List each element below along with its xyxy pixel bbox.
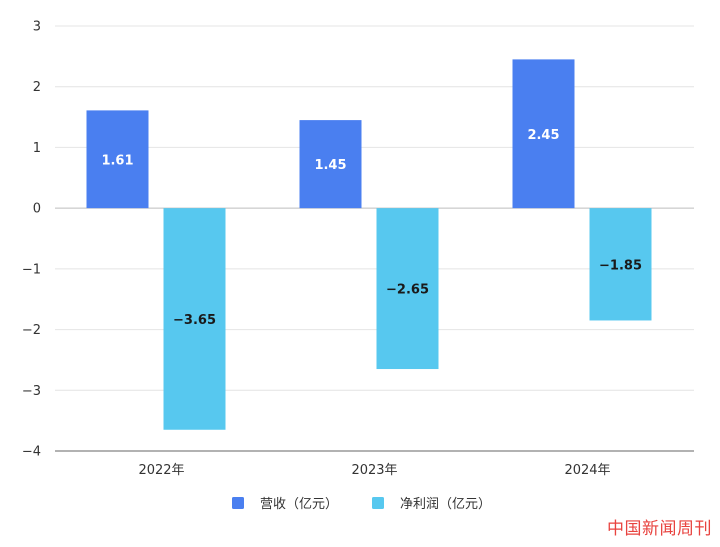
y-tick-label: −1: [22, 262, 41, 277]
x-tick-label: 2023年: [351, 463, 397, 478]
bar-revenue: [512, 59, 575, 209]
legend-swatch: [372, 497, 384, 509]
y-tick-label: 1: [33, 141, 41, 156]
legend-swatch: [232, 497, 244, 509]
x-tick-label: 2022年: [138, 463, 184, 478]
y-tick-label: 2: [33, 80, 41, 95]
x-tick-label: 2024年: [564, 463, 610, 478]
data-label: −1.85: [599, 258, 642, 273]
watermark-text: 中国新闻周刊: [607, 519, 712, 539]
data-label: 1.61: [101, 153, 133, 168]
data-label: 2.45: [527, 128, 559, 143]
bar-net-profit: [163, 208, 226, 430]
y-tick-label: 3: [33, 20, 41, 35]
legend-label: 营收（亿元）: [260, 497, 338, 512]
legend-label: 净利润（亿元）: [400, 497, 491, 512]
y-tick-label: −2: [22, 323, 41, 338]
y-tick-label: −4: [22, 445, 41, 460]
bar-revenue: [86, 110, 149, 209]
bar-revenue: [299, 120, 362, 209]
data-label: −3.65: [173, 313, 216, 328]
data-label: 1.45: [314, 158, 346, 173]
bar-net-profit: [376, 208, 439, 370]
y-tick-label: 0: [33, 202, 41, 217]
y-tick-label: −3: [22, 384, 41, 399]
bar-net-profit: [589, 208, 652, 321]
data-label: −2.65: [386, 283, 429, 298]
